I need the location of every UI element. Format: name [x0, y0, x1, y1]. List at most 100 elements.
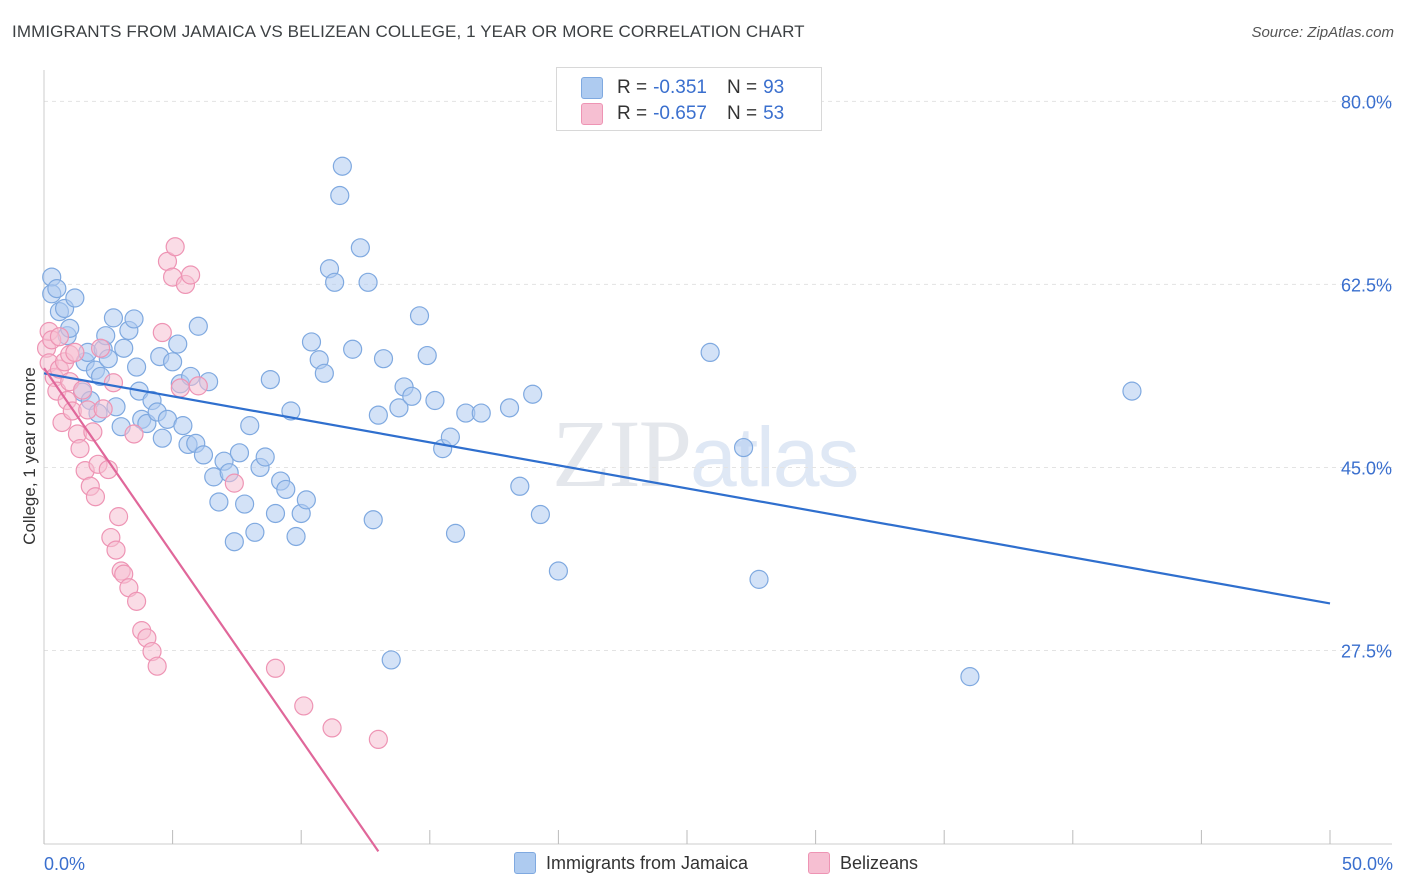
point-jamaica	[425, 390, 445, 411]
point-jamaica	[499, 398, 520, 418]
point-jamaica	[124, 309, 144, 329]
point-jamaica	[314, 363, 334, 383]
point-belizeans	[108, 507, 129, 527]
point-belizeans	[93, 399, 113, 419]
point-jamaica	[373, 349, 394, 369]
point-jamaica	[1122, 381, 1142, 401]
point-belizeans	[224, 473, 244, 493]
point-belizeans	[147, 656, 167, 676]
bottom-legend-swatch-belizeans	[808, 852, 830, 874]
point-jamaica	[229, 443, 250, 463]
point-jamaica	[301, 332, 322, 352]
point-jamaica	[224, 532, 244, 552]
source-label: Source: ZipAtlas.com	[1251, 24, 1394, 41]
bottom-legend-swatch-jamaica	[514, 852, 536, 874]
point-belizeans	[124, 424, 144, 444]
legend-swatch-jamaica	[581, 77, 603, 99]
chart-title: IMMIGRANTS FROM JAMAICA VS BELIZEAN COLL…	[12, 22, 805, 41]
point-jamaica	[733, 437, 754, 458]
point-jamaica	[700, 342, 720, 363]
point-jamaica	[409, 306, 430, 326]
y-tick-label: 27.5%	[1341, 642, 1392, 662]
point-belizeans	[83, 422, 103, 442]
watermark: ZIPatlas	[552, 398, 859, 509]
legend-n-value: 93	[763, 77, 785, 98]
point-jamaica	[358, 272, 378, 292]
point-jamaica	[749, 569, 769, 589]
watermark-atlas: atlas	[690, 410, 859, 504]
point-jamaica	[245, 522, 265, 542]
point-jamaica	[168, 334, 188, 354]
point-belizeans	[126, 591, 147, 611]
point-jamaica	[363, 510, 383, 530]
point-jamaica	[960, 667, 980, 687]
point-belizeans	[294, 696, 314, 716]
point-belizeans	[265, 658, 286, 678]
trend-line-belizeans	[43, 367, 380, 852]
point-belizeans	[188, 376, 208, 396]
point-jamaica	[381, 650, 401, 670]
axes	[43, 70, 1392, 845]
point-jamaica	[286, 526, 306, 547]
point-belizeans	[65, 342, 85, 363]
legend-row-belizeans: R = -0.657 N = 53	[581, 102, 784, 126]
watermark-zip: ZIP	[552, 400, 692, 507]
point-jamaica	[114, 338, 134, 358]
point-jamaica	[330, 185, 350, 206]
bottom-legend-label-belizeans: Belizeans	[840, 852, 919, 873]
point-jamaica	[152, 428, 172, 448]
point-belizeans	[322, 718, 342, 738]
bottom-legend-belizeans: Belizeans	[808, 852, 918, 874]
point-jamaica	[471, 403, 491, 423]
point-jamaica	[350, 238, 370, 258]
y-tick-label: 80.0%	[1341, 92, 1392, 112]
point-jamaica	[332, 156, 352, 176]
point-jamaica	[265, 503, 286, 524]
point-jamaica	[255, 447, 275, 467]
point-jamaica	[417, 345, 437, 366]
correlation-legend: R = -0.351 N = 93 R = -0.657 N = 53	[556, 67, 822, 131]
bottom-legend-label-jamaica: Immigrants from Jamaica	[546, 852, 749, 873]
y-tick-label: 45.0%	[1341, 458, 1392, 478]
data-points	[36, 156, 1142, 750]
point-jamaica	[188, 316, 208, 336]
point-jamaica	[260, 370, 280, 390]
point-jamaica	[281, 401, 301, 421]
tick-labels: 27.5% 45.0% 62.5% 80.0% 0.0% 50.0%	[44, 92, 1393, 874]
point-belizeans	[72, 380, 93, 400]
point-jamaica	[126, 357, 147, 377]
point-jamaica	[389, 398, 409, 418]
point-belizeans	[49, 327, 70, 347]
point-jamaica	[276, 479, 296, 500]
bottom-legend-jamaica: Immigrants from Jamaica	[514, 852, 748, 874]
point-jamaica	[296, 490, 316, 510]
point-jamaica	[103, 308, 124, 328]
legend-n-label: N =	[726, 77, 758, 98]
legend-r-label: R =	[617, 103, 648, 124]
y-tick-label: 62.5%	[1341, 275, 1392, 295]
legend-r-value: -0.351	[653, 77, 707, 98]
point-jamaica	[548, 561, 569, 581]
point-jamaica	[343, 339, 363, 359]
point-jamaica	[173, 416, 193, 436]
point-belizeans	[106, 540, 126, 560]
point-belizeans	[165, 237, 185, 257]
point-jamaica	[65, 288, 85, 308]
point-belizeans	[181, 265, 201, 285]
legend-r-label: R =	[617, 77, 648, 98]
point-jamaica	[445, 523, 466, 543]
point-belizeans	[90, 338, 111, 358]
point-jamaica	[235, 494, 255, 514]
point-belizeans	[85, 487, 106, 507]
point-belizeans	[152, 322, 172, 343]
point-jamaica	[510, 476, 530, 496]
legend-r-value: -0.657	[653, 103, 707, 124]
point-belizeans	[103, 373, 124, 393]
legend-n-value: 53	[763, 103, 785, 124]
x-tick-label: 50.0%	[1342, 854, 1393, 874]
point-jamaica	[163, 352, 183, 372]
point-jamaica	[240, 416, 260, 436]
point-jamaica	[530, 504, 550, 525]
point-belizeans	[368, 729, 388, 750]
